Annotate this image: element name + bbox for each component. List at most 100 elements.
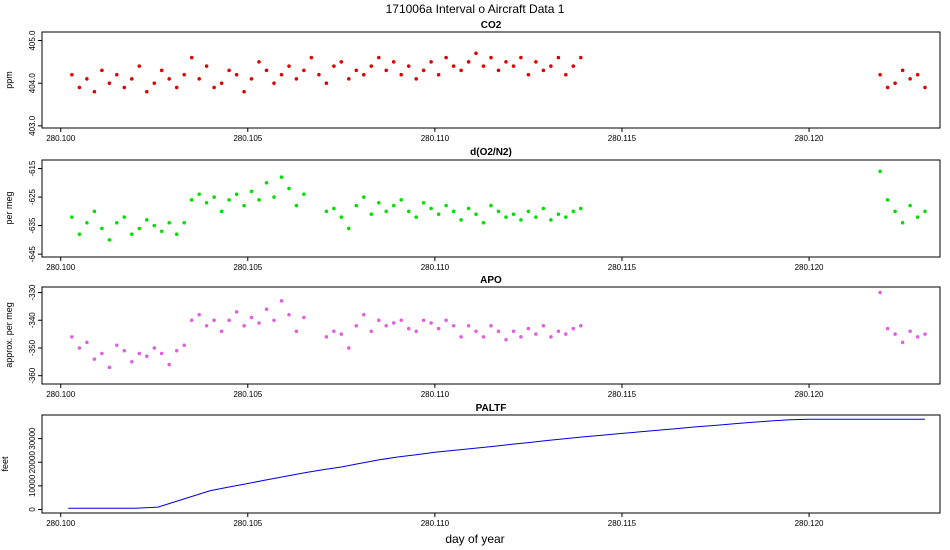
apo-data-point [504, 337, 508, 342]
co2-axes: 280.100 280.105 280.110 280.115 280.120 403.0… [28, 30, 824, 143]
co2-data-point [444, 55, 448, 60]
do2n2-data-point [85, 220, 89, 225]
apo-series [70, 290, 927, 370]
co2-data-point [556, 55, 561, 60]
apo-data-point [429, 321, 433, 325]
do2n2-data-point [556, 212, 561, 217]
co2-data-point [309, 55, 314, 60]
do2n2-data-point [549, 218, 553, 222]
co2-data-point [526, 72, 531, 77]
apo-plot-box [41, 286, 941, 385]
co2-data-point [129, 77, 134, 81]
apo-y-tick-label: -330 [28, 284, 37, 301]
apo-data-point [361, 312, 366, 317]
do2n2-data-point [212, 195, 216, 199]
apo-data-point [152, 346, 157, 350]
co2-data-point [511, 64, 516, 68]
co2-data-point [287, 64, 291, 68]
apo-data-point [451, 323, 456, 328]
do2n2-data-point [137, 226, 142, 231]
apo-data-point [100, 351, 104, 356]
panel-apo: APO approx. per meg 280.100 280.105 280.11… [4, 275, 941, 399]
do2n2-data-point [878, 169, 882, 174]
do2n2-data-point [129, 232, 134, 237]
co2-data-point [234, 72, 239, 77]
co2-data-point [167, 77, 172, 81]
apo-data-point [234, 310, 239, 314]
apo-data-point [77, 346, 82, 350]
co2-data-point [391, 60, 396, 64]
paltf-y-axis-label: feet [0, 456, 10, 472]
co2-x-tick-label: 280.110 [421, 134, 450, 143]
do2n2-data-point [541, 206, 546, 211]
co2-data-point [332, 64, 336, 68]
apo-data-point [900, 340, 905, 345]
apo-x-tick-label: 280.100 [46, 390, 75, 399]
paltf-y-tick-label: 30000 [28, 427, 37, 450]
co2-data-point [496, 68, 501, 73]
apo-data-point [264, 307, 269, 312]
apo-data-point [563, 332, 568, 336]
apo-data-point [915, 335, 920, 339]
co2-data-point [182, 72, 187, 77]
do2n2-data-point [167, 220, 172, 225]
co2-data-point [204, 64, 209, 68]
do2n2-x-tick-label: 280.105 [233, 263, 262, 272]
do2n2-data-point [234, 192, 239, 197]
do2n2-panel-title: d(O2/N2) [470, 147, 512, 158]
co2-data-point [399, 72, 404, 77]
apo-data-point [212, 318, 216, 323]
co2-y-tick-label: 403.0 [28, 115, 37, 136]
do2n2-data-point [279, 175, 284, 179]
apo-data-point [414, 329, 419, 334]
do2n2-y-tick-label: -635 [28, 217, 37, 234]
co2-data-point [414, 77, 419, 81]
co2-data-point [451, 64, 456, 68]
do2n2-data-point [908, 203, 912, 208]
paltf-y-tick-label: 10000 [28, 474, 37, 497]
co2-data-point [144, 89, 149, 94]
do2n2-data-point [406, 209, 411, 214]
co2-series [70, 51, 927, 94]
co2-data-point [85, 77, 89, 81]
do2n2-data-point [249, 189, 254, 194]
do2n2-y-tick-label: -625 [28, 189, 37, 206]
apo-data-point [496, 329, 501, 334]
co2-data-point [197, 77, 202, 81]
co2-data-point [279, 72, 284, 77]
do2n2-data-point [369, 212, 374, 217]
co2-data-point [122, 85, 127, 90]
apo-data-point [399, 318, 404, 323]
apo-x-tick-label: 280.105 [233, 390, 262, 399]
co2-data-point [578, 55, 583, 60]
co2-data-point [534, 60, 538, 64]
do2n2-data-point [384, 209, 389, 214]
apo-data-point [885, 326, 890, 331]
apo-data-point [182, 343, 187, 348]
co2-data-point [466, 60, 471, 64]
co2-data-point [92, 89, 97, 94]
co2-data-point [152, 81, 157, 86]
do2n2-data-point [519, 218, 523, 222]
apo-x-tick-label: 280.120 [795, 390, 824, 399]
co2-data-point [541, 68, 546, 73]
do2n2-data-point [451, 209, 456, 214]
paltf-axes: 280.100 280.105 280.110 280.115 280.120 0 1000… [28, 427, 824, 528]
apo-data-point [354, 323, 359, 328]
co2-data-point [885, 85, 890, 90]
co2-data-point [915, 72, 920, 77]
do2n2-y-axis-label: per meg [4, 191, 14, 224]
do2n2-x-tick-label: 280.115 [608, 263, 637, 272]
do2n2-data-point [578, 206, 583, 211]
paltf-panel-title: PALTF [476, 403, 507, 414]
do2n2-data-point [144, 218, 149, 222]
do2n2-data-point [399, 198, 404, 202]
panel-paltf: PALTF feet 280.100 280.105 280.110 280.115 2… [0, 403, 941, 528]
apo-data-point [578, 323, 583, 328]
co2-data-point [384, 68, 389, 73]
do2n2-data-point [571, 209, 576, 214]
do2n2-data-point [354, 203, 359, 208]
paltf-series [68, 418, 925, 509]
